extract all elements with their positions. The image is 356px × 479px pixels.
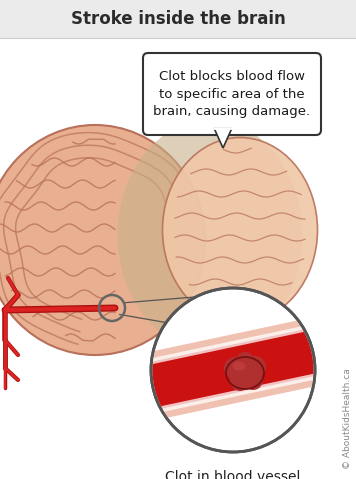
Circle shape — [151, 288, 315, 452]
Circle shape — [236, 352, 254, 370]
Text: Clot blocks blood flow
to specific area of the
brain, causing damage.: Clot blocks blood flow to specific area … — [153, 70, 310, 118]
Circle shape — [224, 357, 246, 379]
FancyBboxPatch shape — [143, 53, 321, 135]
Text: Stroke inside the brain: Stroke inside the brain — [70, 10, 286, 28]
Circle shape — [229, 357, 261, 389]
Ellipse shape — [162, 137, 318, 322]
FancyBboxPatch shape — [0, 0, 356, 38]
Polygon shape — [137, 373, 319, 417]
Circle shape — [243, 370, 263, 390]
Text: © AboutKidsHealth.ca: © AboutKidsHealth.ca — [344, 369, 352, 469]
Circle shape — [244, 356, 266, 378]
FancyBboxPatch shape — [0, 38, 356, 479]
Polygon shape — [133, 328, 323, 412]
Ellipse shape — [232, 362, 246, 370]
Polygon shape — [137, 323, 319, 367]
Polygon shape — [214, 128, 232, 148]
Circle shape — [230, 371, 250, 391]
Ellipse shape — [0, 125, 205, 355]
Ellipse shape — [117, 120, 303, 350]
Text: Clot in blood vessel: Clot in blood vessel — [165, 470, 301, 479]
Polygon shape — [131, 318, 325, 422]
